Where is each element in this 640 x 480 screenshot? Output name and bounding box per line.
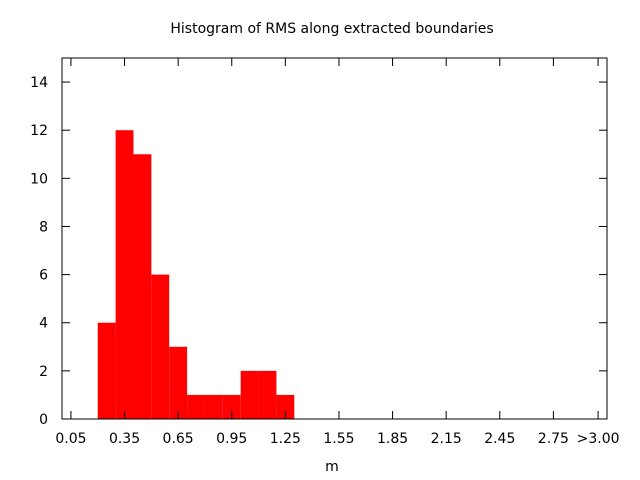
x-tick-label: 2.15 [431, 431, 462, 447]
y-tick-label: 2 [39, 364, 48, 380]
x-tick-label: 0.95 [216, 431, 247, 447]
x-tick-label: 2.45 [484, 431, 515, 447]
x-tick-label: >3.00 [577, 431, 620, 447]
x-axis-label: m [325, 459, 339, 475]
x-tick-label: 0.05 [55, 431, 86, 447]
y-tick-label: 8 [39, 219, 48, 235]
histogram-bar [97, 322, 116, 419]
y-tick-label: 12 [30, 123, 48, 139]
histogram-bar [169, 346, 188, 419]
x-tick-label: 2.75 [538, 431, 569, 447]
histogram-bar [222, 394, 241, 419]
histogram-bar [258, 370, 277, 419]
x-axis-ticks: 0.05 0.35 0.65 0.95 1.25 1.55 1.85 2.15 2.45 2.75… [55, 58, 620, 447]
histogram-bar [204, 394, 223, 419]
histogram-bar [276, 394, 295, 419]
chart-title: Histogram of RMS along extracted boundar… [170, 21, 493, 37]
x-tick-label: 1.25 [270, 431, 301, 447]
plot-frame [61, 57, 608, 420]
x-tick-label: 1.85 [377, 431, 408, 447]
x-tick-label: 0.65 [163, 431, 194, 447]
x-tick-label: 0.35 [109, 431, 140, 447]
bars-group [97, 130, 295, 419]
histogram-bar [187, 394, 205, 419]
y-tick-label: 0 [39, 412, 48, 428]
x-tick-label: 1.55 [323, 431, 354, 447]
y-axis-ticks: 0 2 4 6 8 10 12 14 [30, 75, 607, 428]
y-tick-label: 4 [39, 316, 48, 332]
histogram-bar [115, 130, 134, 419]
histogram-bar [240, 370, 259, 419]
y-tick-label: 6 [39, 268, 48, 284]
y-tick-label: 14 [30, 75, 48, 91]
histogram-bar [133, 154, 152, 419]
histogram-bar [151, 274, 170, 419]
y-tick-label: 10 [30, 171, 48, 187]
